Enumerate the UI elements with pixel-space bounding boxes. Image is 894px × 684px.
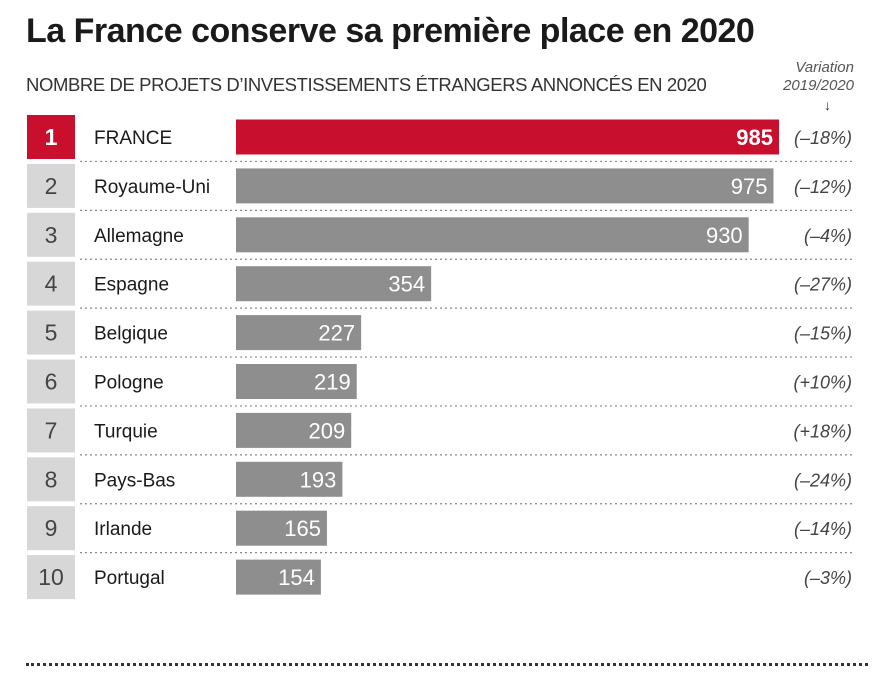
bar [236, 315, 362, 351]
country-label: Royaume-Uni [94, 177, 210, 198]
country-label: Portugal [94, 568, 165, 589]
variation-header-period: 2019/2020 [783, 77, 854, 94]
bar-row: 1 FRANCE 985 (–18%) [27, 115, 855, 163]
country-label: Pologne [94, 373, 164, 394]
variation-label: (–18%) [794, 128, 852, 148]
bar-row: 2 Royaume-Uni 975 (–12%) [27, 163, 855, 211]
variation-label: (–4%) [804, 226, 852, 246]
rank-box [27, 506, 75, 551]
bar [236, 461, 343, 497]
bottom-divider [26, 663, 868, 666]
rank-number: 7 [45, 417, 58, 443]
rank-box [27, 261, 75, 306]
bar [236, 559, 321, 595]
country-label: Pays-Bas [94, 470, 175, 491]
rank-number: 8 [45, 466, 58, 492]
country-label: FRANCE [94, 128, 172, 149]
rank-number: 6 [45, 369, 58, 395]
down-arrow-icon: ↓ [824, 97, 831, 113]
bar [236, 217, 749, 253]
bar-row: 6 Pologne 219 (+10%) [27, 359, 855, 407]
value-label: 154 [278, 565, 315, 590]
rank-box [27, 555, 75, 600]
bar-row: 5 Belgique 227 (–15%) [27, 310, 855, 358]
bar [236, 266, 432, 302]
rank-box [27, 310, 75, 355]
value-label: 227 [318, 321, 355, 346]
variation-label: (–14%) [794, 519, 852, 539]
variation-label: (–24%) [794, 470, 852, 490]
bar-row: 7 Turquie 209 (+18%) [27, 408, 855, 456]
country-label: Allemagne [94, 226, 184, 247]
country-label: Irlande [94, 519, 152, 540]
variation-header-label: Variation [795, 59, 854, 76]
value-label: 985 [736, 125, 773, 150]
rank-number: 3 [45, 222, 58, 248]
rank-box [27, 115, 75, 159]
bar [236, 510, 327, 546]
value-label: 975 [731, 174, 768, 199]
value-label: 193 [300, 467, 337, 492]
rank-number: 2 [45, 173, 58, 199]
bar-row: 9 Irlande 165 (–14%) [27, 506, 855, 554]
bar-row: 4 Espagne 354 (–27%) [27, 261, 855, 309]
bar-row: 3 Allemagne 930 (–4%) [27, 212, 855, 260]
value-label: 165 [284, 516, 321, 541]
rank-number: 10 [38, 564, 64, 590]
value-label: 219 [314, 370, 351, 395]
bar [236, 364, 357, 399]
rank-box [27, 457, 75, 502]
chart-subtitle: NOMBRE DE PROJETS D’INVESTISSEMENTS ÉTRA… [26, 74, 707, 95]
country-label: Belgique [94, 324, 168, 345]
variation-label: (–3%) [804, 568, 852, 588]
rank-box [27, 163, 75, 208]
country-label: Espagne [94, 275, 169, 296]
bar-row: 10 Portugal 154 (–3%) [27, 555, 852, 600]
value-label: 354 [388, 272, 425, 297]
variation-label: (–12%) [794, 177, 852, 197]
bar [236, 412, 352, 448]
rank-number: 5 [45, 320, 58, 346]
country-label: Turquie [94, 421, 158, 442]
rank-box [27, 212, 75, 257]
variation-label: (–27%) [794, 275, 852, 295]
variation-label: (–15%) [794, 324, 852, 344]
variation-label: (+18%) [793, 421, 852, 441]
variation-header: Variation 2019/2020 [783, 59, 854, 95]
value-label: 209 [308, 418, 345, 443]
rank-number: 1 [45, 124, 58, 150]
chart-title: La France conserve sa première place en … [26, 12, 755, 50]
rank-number: 4 [45, 271, 58, 297]
bar-row: 8 Pays-Bas 193 (–24%) [27, 457, 855, 505]
variation-label: (+10%) [793, 373, 852, 393]
rank-box [27, 408, 75, 453]
rank-box [27, 359, 75, 404]
bar [236, 119, 779, 155]
value-label: 930 [706, 223, 743, 248]
bar [236, 168, 774, 204]
rank-number: 9 [45, 515, 58, 541]
